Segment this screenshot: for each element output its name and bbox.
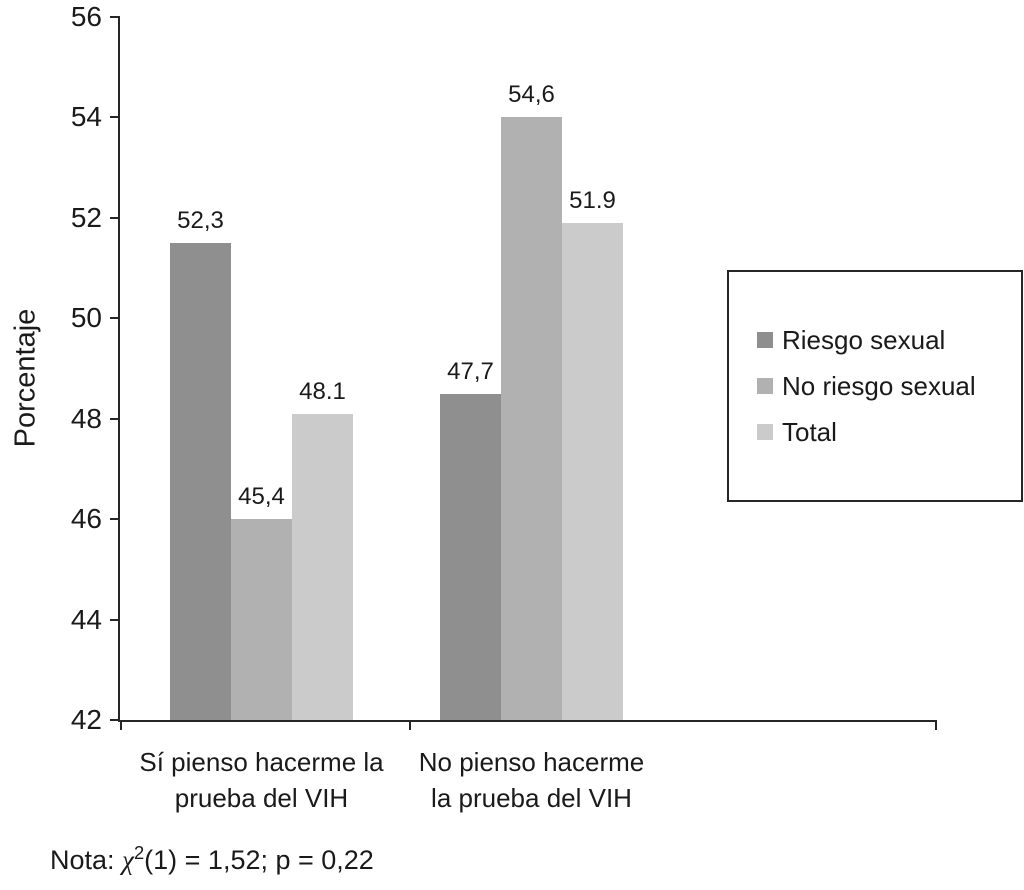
y-tick-mark [110, 16, 120, 18]
chi-symbol: χ [122, 845, 134, 875]
y-tick-label: 50 [70, 302, 102, 334]
y-tick-mark [110, 317, 120, 320]
x-tick-mark [935, 720, 937, 730]
bar-value-label: 54,6 [508, 81, 555, 109]
y-tick-label: 46 [70, 503, 102, 535]
y-tick-label: 56 [70, 1, 102, 32]
bar-value-label: 51.9 [569, 186, 616, 214]
bar [170, 242, 231, 720]
bar [562, 222, 623, 720]
legend-label: Riesgo sexual [782, 325, 946, 355]
y-tick-label: 54 [70, 101, 102, 133]
legend-item: Total [757, 419, 1021, 445]
y-tick-label: 52 [70, 201, 102, 233]
legend-swatch-icon [757, 424, 773, 440]
plot-area: 42 44 46 48 50 52 54 56 52,3 45,4 48.1 Sí pienso ha… [71, 3, 937, 813]
bar-value-label: 47,7 [447, 357, 494, 385]
bar-value-label: 52,3 [177, 206, 224, 234]
note-text: Nota: χ2(1) = 1,52; p = 0,22 [50, 842, 374, 876]
y-axis-title: Porcentaje [9, 308, 42, 448]
y-tick-mark [110, 518, 120, 521]
bar [501, 117, 562, 720]
legend-item: No riesgo sexual [757, 373, 1021, 399]
legend-label: No riesgo sexual [782, 371, 976, 401]
legend-label: Total [782, 417, 837, 447]
y-tick-mark [110, 116, 120, 119]
y-tick-label: 48 [70, 402, 102, 434]
note-stats: (1) = 1,52; p = 0,22 [144, 845, 374, 875]
x-category-label: No pienso hacerme la prueba del VIH [418, 747, 645, 814]
note-prefix: Nota: [50, 845, 123, 875]
bar [231, 519, 292, 720]
legend-box: Riesgo sexual No riesgo sexual Total [727, 270, 1023, 502]
legend-swatch-icon [757, 378, 773, 394]
y-tick-label: 44 [70, 603, 102, 635]
x-tick-mark [409, 720, 411, 730]
x-tick-mark [120, 720, 122, 730]
y-tick-mark [110, 719, 120, 721]
bar [292, 413, 353, 720]
bar-value-label: 45,4 [238, 483, 285, 511]
y-tick-mark [110, 216, 120, 219]
legend-item: Riesgo sexual [757, 327, 1021, 353]
y-tick-mark [110, 618, 120, 621]
bar-value-label: 48.1 [299, 377, 346, 405]
chi-exponent: 2 [133, 842, 145, 863]
legend-swatch-icon [757, 332, 773, 348]
y-tick-mark [110, 417, 120, 420]
x-category-label: Sí pienso hacerme la prueba del VIH [139, 747, 384, 814]
bar [440, 393, 501, 720]
y-tick-label: 42 [70, 704, 102, 735]
